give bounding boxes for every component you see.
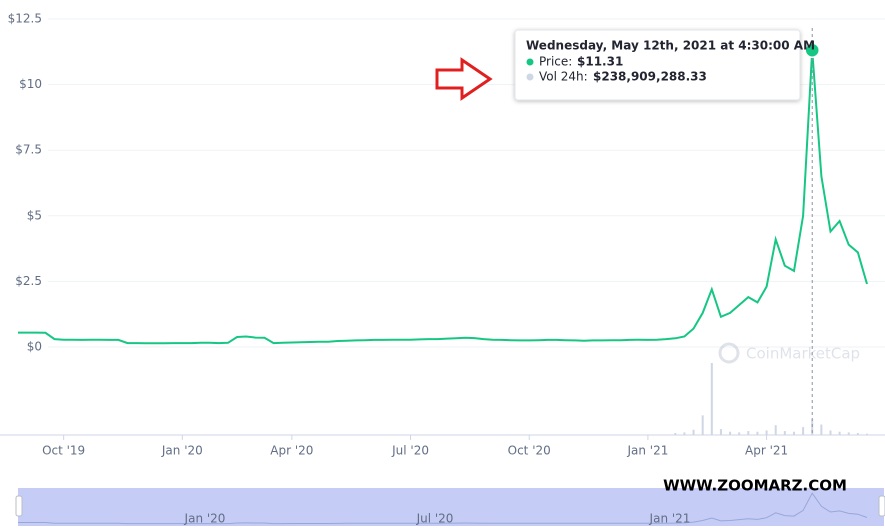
volume-bar [692,429,695,435]
navigator-handle[interactable] [878,495,885,517]
price-line [18,50,868,345]
y-tick-label: $10 [19,77,42,91]
volume-bar [710,363,713,435]
volume-bar [719,429,722,435]
x-tick-label: Jan '20 [161,444,203,458]
volume-bar [847,432,850,435]
watermark-text: CoinMarketCap [746,345,860,363]
hover-point [804,42,820,58]
coinmarketcap-watermark: CoinMarketCap [718,342,860,364]
tooltip-bullet [526,58,534,66]
arrow [435,57,493,101]
x-tick-label: Oct '20 [508,444,551,458]
y-tick-label: $0 [27,340,42,354]
y-tick-label: $2.5 [15,274,42,288]
navigator-label: Jan '21 [649,512,691,526]
x-tick-label: Jul '20 [391,444,429,458]
tooltip: Wednesday, May 12th, 2021 at 4:30:00 AM … [514,29,815,101]
volume-bar [747,431,750,435]
x-tick-label: Jan '21 [626,444,668,458]
tooltip-title: Wednesday, May 12th, 2021 at 4:30:00 AM [526,39,815,53]
volume-bar [783,431,786,435]
volume-bar [683,432,686,435]
volume-bar [674,433,677,435]
tooltip-box [514,29,801,101]
navigator-line [18,492,868,525]
navigator-label: Jul '20 [416,512,454,526]
volume-bar [820,424,823,435]
volume-bar [756,431,759,435]
y-tick-label: $7.5 [15,143,42,157]
volume-bar [738,432,741,435]
x-tick-label: Apr '21 [745,444,788,458]
x-tick-label: Apr '20 [270,444,313,458]
volume-bar [829,430,832,435]
volume-bar [802,427,805,435]
y-tick-label: $5 [27,208,42,222]
volume-bar [866,433,868,435]
tooltip-value: $238,909,288.33 [593,70,707,84]
tooltip-bullet [526,73,534,81]
tooltip-label: Vol 24h: [539,70,588,84]
site-watermark: WWW.ZOOMARZ.COM [663,477,847,495]
volume-bar [856,433,859,435]
tooltip-value: $11.31 [577,55,623,69]
volume-bar [729,431,732,435]
x-tick-label: Oct '19 [42,444,85,458]
volume-bar [838,431,841,435]
navigator-label: Jan '20 [184,512,226,526]
y-tick-label: $12.5 [8,12,42,26]
navigator-handle[interactable] [15,495,23,517]
volume-bar [774,425,777,435]
volume-bar [811,419,814,435]
tooltip-label: Price: [539,55,572,69]
volume-bar [792,431,795,435]
volume-bar [765,430,768,435]
volume-bar [701,415,704,435]
